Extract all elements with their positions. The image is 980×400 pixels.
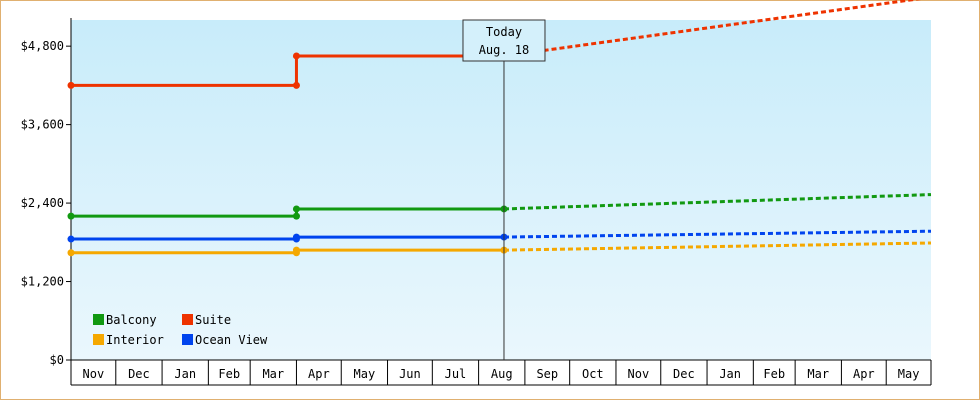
- forecast-line: [503, 229, 932, 239]
- legend: Balcony Suite Interior Ocean View: [93, 313, 268, 347]
- x-axis: Nov Dec Jan Feb Mar Apr May Jun Jul Aug Sep Oct Nov D…: [70, 359, 932, 386]
- today-marker: Today Aug. 18: [462, 19, 546, 360]
- y-tick-label: $1,200: [21, 275, 64, 289]
- y-axis: $0 $1,200 $2,400 $3,600 $4,800: [21, 18, 72, 367]
- data-point: [292, 81, 300, 89]
- y-tick-label: $4,800: [21, 39, 64, 53]
- legend-swatch: [93, 334, 104, 345]
- legend-swatch: [93, 314, 104, 325]
- today-date-label: Aug. 18: [479, 43, 530, 57]
- month-label: Jan: [719, 367, 741, 381]
- month-label: Feb: [218, 367, 240, 381]
- legend-label: Balcony: [106, 313, 157, 327]
- data-point: [67, 212, 75, 220]
- data-point: [292, 212, 300, 220]
- month-label: Jan: [174, 367, 196, 381]
- month-label: May: [898, 367, 920, 381]
- today-box: [462, 19, 546, 62]
- legend-item-ocean-view: Ocean View: [182, 333, 268, 347]
- y-tick-label: $3,600: [21, 118, 64, 132]
- month-label: Apr: [308, 367, 330, 381]
- data-point: [292, 233, 300, 241]
- plot-background: [71, 20, 931, 360]
- series-layer: [67, 0, 932, 257]
- month-label: Nov: [628, 367, 650, 381]
- legend-swatch: [182, 334, 193, 345]
- month-label: Sep: [536, 367, 558, 381]
- month-label: Dec: [128, 367, 150, 381]
- today-label: Today: [486, 25, 522, 39]
- month-label: Mar: [262, 367, 284, 381]
- month-label: Dec: [673, 367, 695, 381]
- month-label: Feb: [763, 367, 785, 381]
- legend-item-suite: Suite: [182, 313, 231, 327]
- data-point: [67, 249, 75, 257]
- series-line: [71, 54, 504, 87]
- month-label: Aug: [491, 367, 513, 381]
- data-point: [292, 52, 300, 60]
- series-line: [71, 207, 504, 218]
- series-interior: [67, 241, 932, 257]
- forecast-line: [503, 241, 932, 252]
- month-label: Jul: [445, 367, 467, 381]
- y-tick-label: $2,400: [21, 196, 64, 210]
- legend-swatch: [182, 314, 193, 325]
- legend-item-balcony: Balcony: [93, 313, 157, 327]
- legend-label: Ocean View: [195, 333, 268, 347]
- series-ocean-view: [67, 229, 932, 243]
- month-label: Oct: [582, 367, 604, 381]
- y-tick-label: $0: [50, 353, 64, 367]
- legend-label: Interior: [106, 333, 164, 347]
- month-label: Jun: [399, 367, 421, 381]
- series-balcony: [67, 193, 932, 220]
- legend-item-interior: Interior: [93, 333, 164, 347]
- forecast-line: [503, 193, 932, 211]
- data-point: [292, 246, 300, 254]
- data-point: [67, 235, 75, 243]
- data-point: [292, 205, 300, 213]
- month-label: Nov: [83, 367, 105, 381]
- month-label: Mar: [807, 367, 829, 381]
- legend-label: Suite: [195, 313, 231, 327]
- data-point: [67, 81, 75, 89]
- month-label: May: [354, 367, 376, 381]
- month-label: Apr: [853, 367, 875, 381]
